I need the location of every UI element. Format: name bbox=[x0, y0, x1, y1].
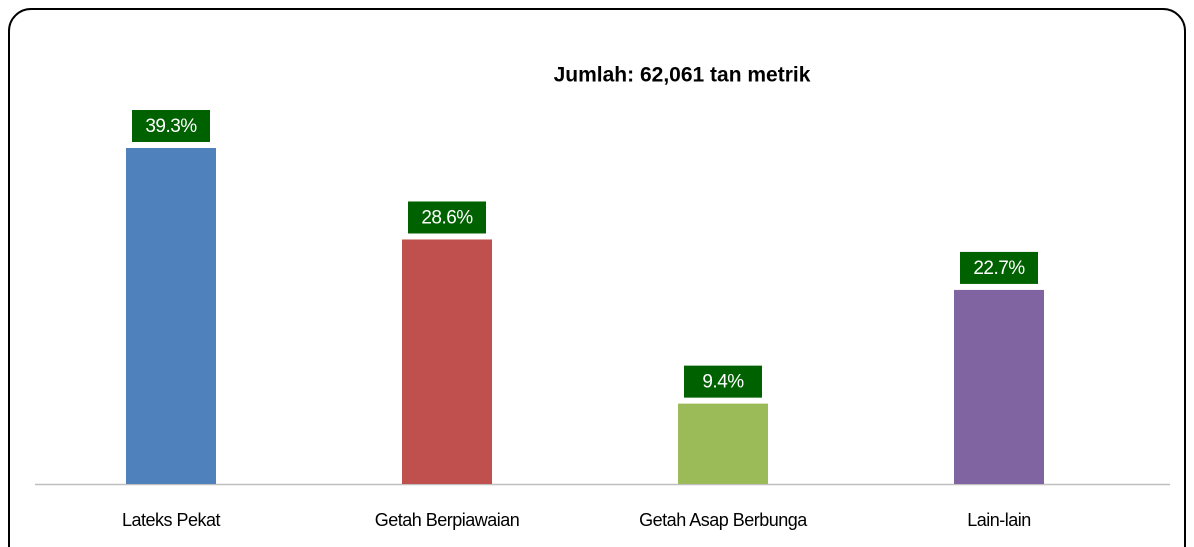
data-label-box bbox=[684, 365, 762, 398]
bar bbox=[954, 289, 1044, 484]
data-label: 28.6% bbox=[421, 207, 473, 228]
x-tick-label: Getah Asap Berbunga bbox=[639, 510, 808, 530]
chart-title: Jumlah: 62,061 tan metrik bbox=[554, 64, 811, 87]
data-label-box bbox=[960, 251, 1038, 284]
x-tick-label: Lain-lain bbox=[967, 510, 1031, 530]
bar bbox=[678, 403, 768, 484]
x-tick-label: Getah Berpiawaian bbox=[375, 510, 520, 530]
x-tick-label: Lateks Pekat bbox=[122, 510, 221, 530]
bar bbox=[402, 239, 492, 484]
data-label: 39.3% bbox=[145, 116, 197, 137]
chart-border bbox=[8, 8, 1186, 547]
bar bbox=[126, 148, 216, 484]
data-label: 9.4% bbox=[702, 372, 744, 393]
data-label-box bbox=[132, 110, 210, 142]
data-label: 22.7% bbox=[973, 258, 1025, 279]
data-label-box bbox=[408, 201, 486, 234]
